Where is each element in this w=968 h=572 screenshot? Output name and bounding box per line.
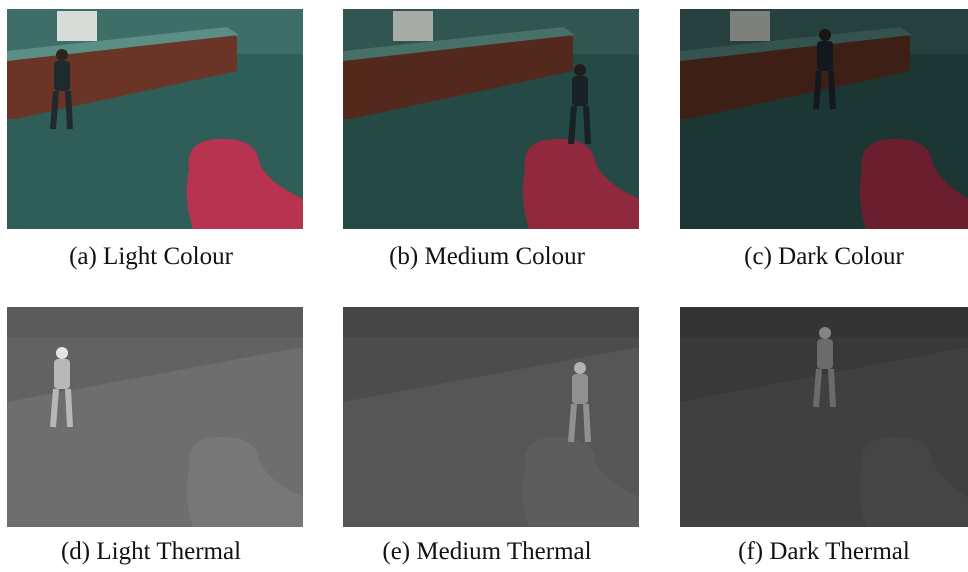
scene bbox=[7, 307, 303, 527]
caption: (f) Dark Thermal bbox=[664, 538, 968, 566]
person-body bbox=[817, 339, 833, 369]
scene bbox=[343, 307, 639, 527]
caption: (b) Medium Colour bbox=[327, 243, 647, 271]
scene bbox=[680, 307, 968, 527]
photo bbox=[343, 307, 639, 527]
wall bbox=[343, 307, 639, 337]
person-head bbox=[56, 49, 68, 61]
scene bbox=[680, 9, 968, 229]
photo bbox=[7, 9, 303, 229]
caption: (a) Light Colour bbox=[0, 243, 311, 271]
photo bbox=[680, 307, 968, 527]
person-body bbox=[817, 41, 833, 71]
person-body bbox=[572, 76, 588, 106]
notice-board bbox=[730, 11, 770, 41]
scene bbox=[7, 9, 303, 229]
caption: (e) Medium Thermal bbox=[327, 538, 647, 566]
photo bbox=[7, 307, 303, 527]
person-head bbox=[819, 327, 831, 339]
person-head bbox=[819, 29, 831, 41]
person-body bbox=[54, 61, 70, 91]
figure: (a) Light Colour (b) Medium Colour (c) Dar… bbox=[0, 0, 968, 572]
notice-board bbox=[393, 11, 433, 41]
caption: (d) Light Thermal bbox=[0, 538, 311, 566]
notice-board bbox=[57, 11, 97, 41]
person-head bbox=[56, 347, 68, 359]
person-head bbox=[574, 64, 586, 76]
person-body bbox=[572, 374, 588, 404]
wall bbox=[7, 307, 303, 337]
photo bbox=[343, 9, 639, 229]
person-head bbox=[574, 362, 586, 374]
photo bbox=[680, 9, 968, 229]
person-body bbox=[54, 359, 70, 389]
scene bbox=[343, 9, 639, 229]
caption: (c) Dark Colour bbox=[664, 243, 968, 271]
